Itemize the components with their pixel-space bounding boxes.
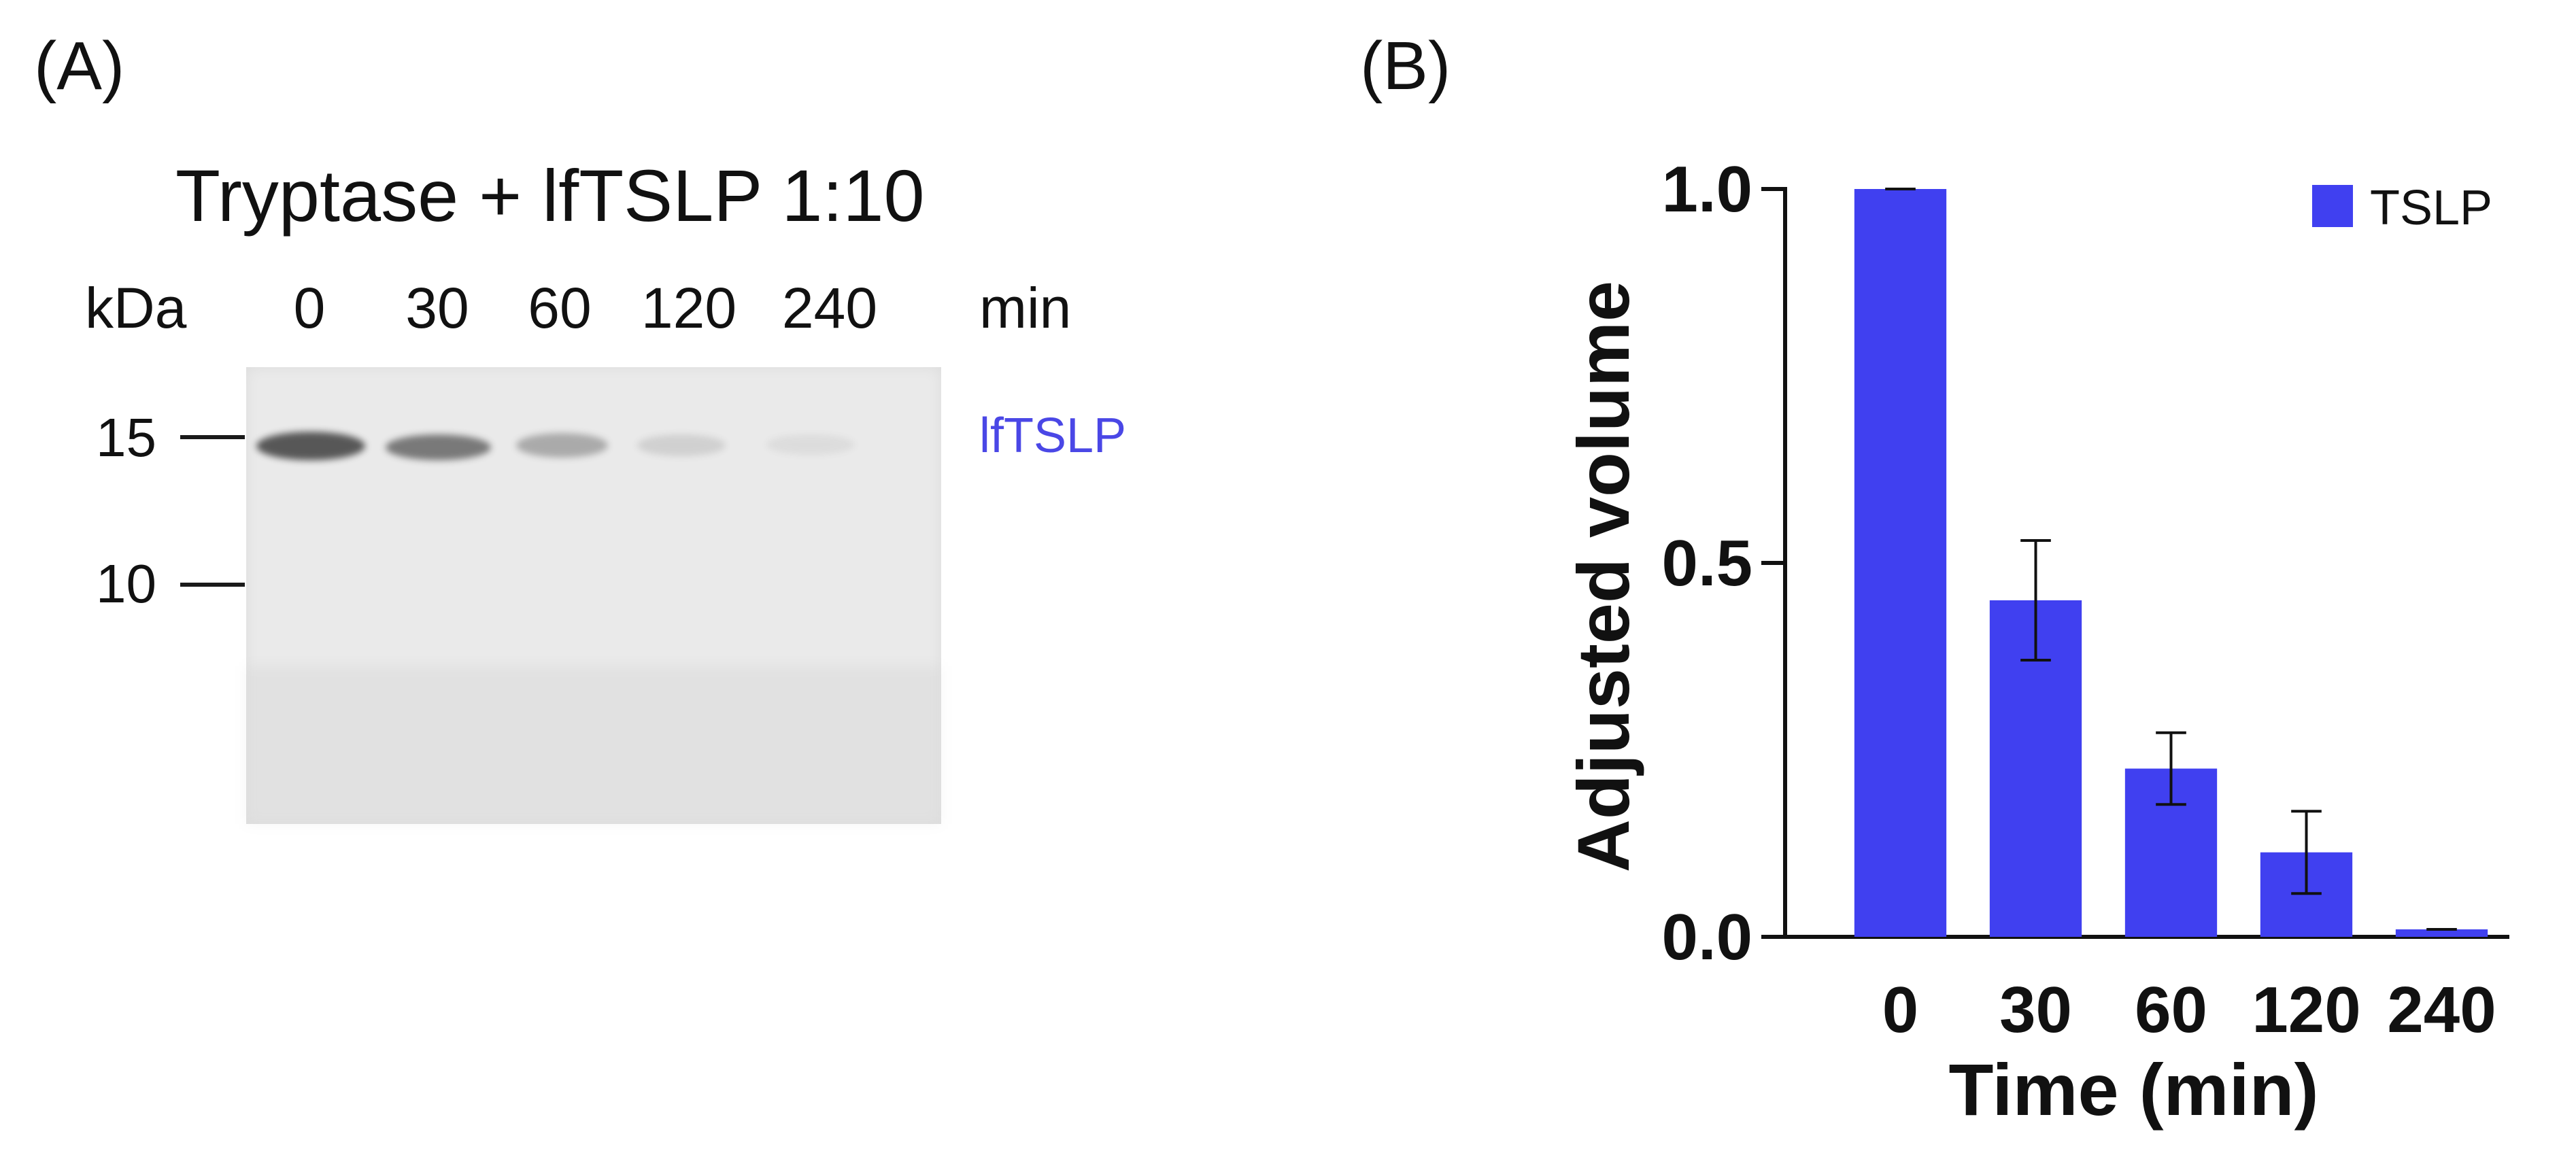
lane-label: 240 [781, 276, 878, 340]
y-tick-label: 0.5 [1662, 527, 1752, 600]
gel-title: Tryptase + lfTSLP 1:10 [175, 154, 925, 237]
band-name-label: lfTSLP [979, 409, 1127, 463]
kda-unit-label: kDa [85, 276, 187, 340]
panel-a-label: (A) [34, 28, 125, 104]
marker-tick-15 [180, 435, 245, 439]
gel-band [386, 434, 491, 460]
y-tick-label: 0.0 [1662, 901, 1752, 974]
legend-label: TSLP [2370, 181, 2492, 235]
y-axis-title: Adjusted volume [1562, 281, 1644, 872]
lane-label: 120 [641, 276, 737, 340]
lane-label: 30 [405, 276, 469, 340]
marker-label-15: 15 [96, 407, 156, 468]
bar [2395, 929, 2488, 937]
legend-swatch [2312, 185, 2353, 227]
marker-label-10: 10 [96, 553, 156, 614]
gel-band [256, 432, 365, 460]
x-axis-title: Time (min) [1948, 1048, 2318, 1131]
x-tick-label: 120 [2252, 974, 2360, 1046]
bar [1854, 189, 1947, 937]
panel-b-label: (B) [1360, 28, 1451, 104]
x-tick-label: 60 [2135, 974, 2207, 1046]
x-tick-label: 240 [2387, 974, 2496, 1046]
lane-label: 0 [293, 276, 326, 340]
time-unit-label: min [979, 276, 1072, 340]
x-tick-label: 30 [1999, 974, 2072, 1046]
y-tick-label: 1.0 [1662, 153, 1752, 226]
gel-image [246, 367, 941, 824]
marker-tick-10 [180, 583, 245, 587]
lane-label: 60 [528, 276, 592, 340]
x-tick-label: 0 [1882, 974, 1918, 1046]
gel-band [516, 433, 608, 458]
gel-band [637, 434, 726, 456]
gel-band [766, 434, 855, 455]
